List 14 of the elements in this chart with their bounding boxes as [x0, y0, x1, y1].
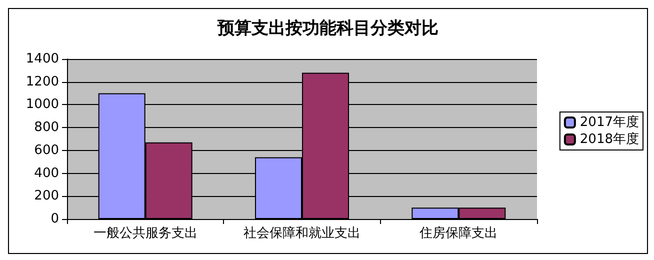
y-tick-label: 400	[34, 166, 59, 181]
y-tick-label: 1400	[26, 52, 59, 66]
legend-label: 2017年度	[580, 114, 640, 130]
x-tick-label: 住房保障支出	[418, 225, 498, 241]
y-tick-label: 1000	[26, 97, 59, 112]
x-tick-label: 社会保障和就业支出	[244, 226, 360, 241]
y-tick-label: 0	[50, 212, 59, 226]
y-tick-label: 200	[34, 188, 59, 204]
legend-label: 2018年度	[580, 131, 640, 147]
y-tick-label: 1200	[26, 74, 59, 90]
chart-title: 预算支出按功能科目分类对比	[216, 18, 438, 38]
y-tick-label: 800	[34, 120, 59, 136]
x-tick-label: 一般公共服务支出	[93, 226, 198, 241]
y-tick-label: 600	[34, 142, 59, 158]
